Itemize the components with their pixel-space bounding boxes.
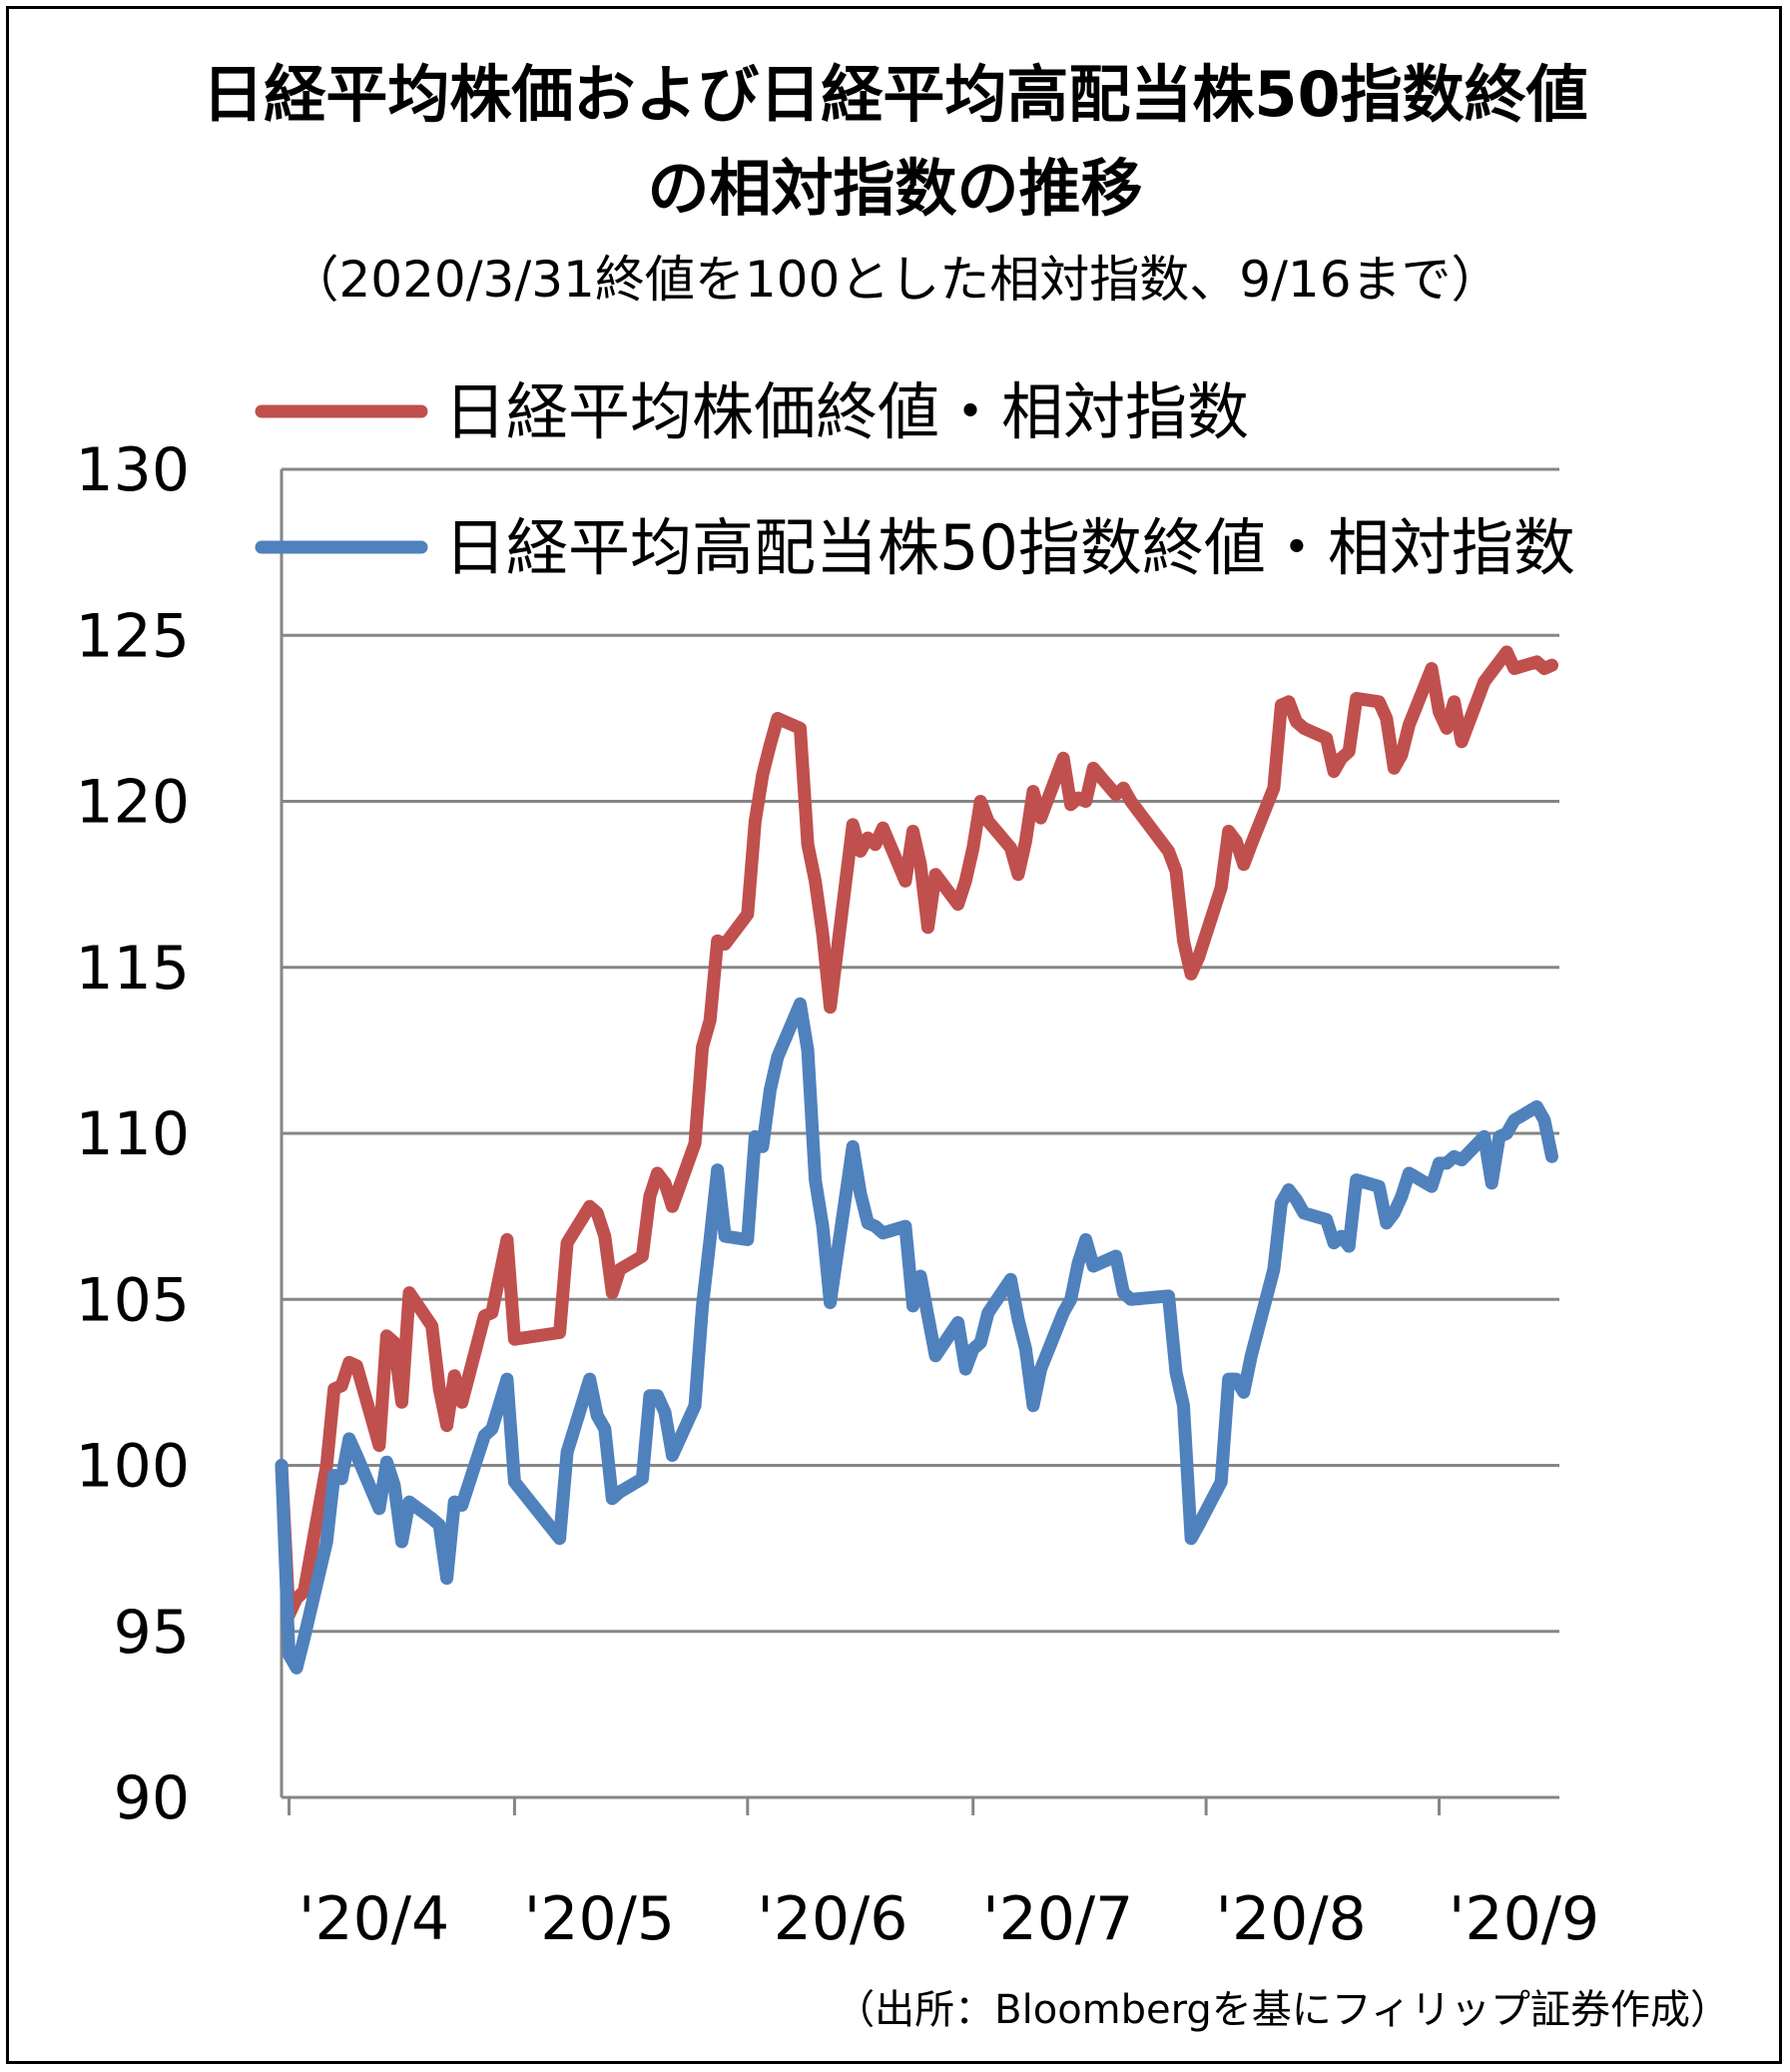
x-tick-label: '20/5: [524, 1884, 675, 1954]
y-tick-label: 130: [75, 435, 190, 505]
legend-label-1: 日経平均株価終値・相対指数: [444, 375, 1249, 448]
source-note: （出所：Bloombergを基にフィリップ証券作成）: [835, 1987, 1730, 2033]
chart-frame: [6, 6, 1782, 2064]
y-tick-label: 125: [75, 601, 190, 671]
y-tick-label: 95: [114, 1598, 190, 1668]
y-tick-labels: 90 95 100 105 110 115 120 125 130: [75, 435, 190, 1833]
x-tick-label: '20/8: [1216, 1884, 1367, 1954]
chart-title-line2: の相対指数の推移: [647, 152, 1143, 225]
x-tick-label: '20/7: [982, 1884, 1133, 1954]
x-tick-labels: '20/4 '20/5 '20/6 '20/7 '20/8 '20/9: [288, 1797, 1599, 1954]
y-tick-label: 100: [75, 1432, 190, 1502]
series-line-1: [275, 645, 1558, 1622]
legend-label-2: 日経平均高配当株50指数終値・相対指数: [444, 511, 1575, 584]
x-tick-label: '20/4: [298, 1884, 449, 1954]
chart-subtitle: （2020/3/31終値を100とした相対指数、9/16まで）: [289, 251, 1501, 309]
y-tick-label: 120: [75, 768, 190, 838]
series-lines: [275, 645, 1558, 1675]
x-tick-label: '20/6: [757, 1884, 907, 1954]
chart-title-line1: 日経平均株価および日経平均高配当株50指数終値: [202, 58, 1588, 131]
x-tick-label: '20/9: [1449, 1884, 1599, 1954]
y-tick-label: 105: [75, 1265, 190, 1335]
y-tick-label: 110: [75, 1099, 190, 1169]
series-line-2: [275, 997, 1558, 1675]
y-tick-label: 115: [75, 934, 190, 1004]
y-tick-label: 90: [114, 1763, 190, 1833]
